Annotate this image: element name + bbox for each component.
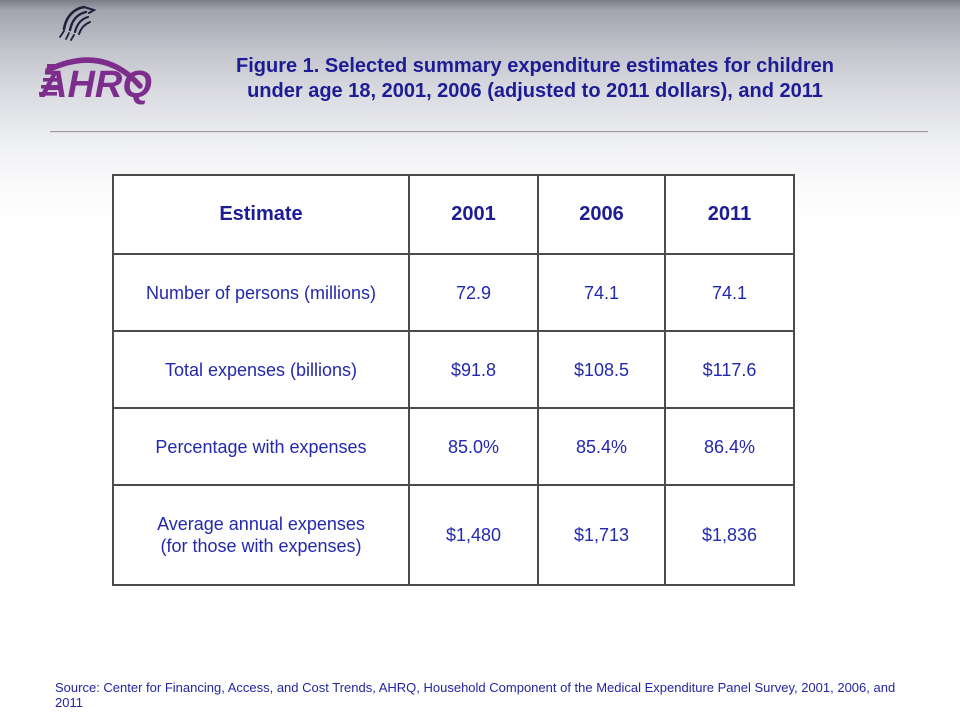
table-row-percentage-with-expenses: Percentage with expenses 85.0% 85.4% 86.… — [112, 407, 795, 486]
figure-title-line1: Figure 1. Selected summary expenditure e… — [236, 55, 834, 77]
ahrq-speed-stripes — [39, 64, 61, 96]
title-divider — [50, 131, 928, 133]
cell-value: 72.9 — [408, 253, 539, 332]
column-header-2011: 2011 — [664, 174, 795, 255]
cell-value: $117.6 — [664, 330, 795, 409]
column-header-2006: 2006 — [537, 174, 666, 255]
cell-value: $1,480 — [408, 484, 539, 586]
row-label-line1: Average annual expenses — [157, 514, 365, 534]
row-label: Percentage with expenses — [112, 407, 410, 486]
hhs-eagle-icon — [59, 5, 97, 41]
cell-value: 85.4% — [537, 407, 666, 486]
estimates-table: Estimate 2001 2006 2011 Number of person… — [112, 174, 795, 586]
row-label: Average annual expenses (for those with … — [112, 484, 410, 586]
cell-value: 74.1 — [664, 253, 795, 332]
table-row-total-expenses: Total expenses (billions) $91.8 $108.5 $… — [112, 330, 795, 409]
cell-value: $1,713 — [537, 484, 666, 586]
table-row-average-annual-expenses: Average annual expenses (for those with … — [112, 484, 795, 586]
table-header-row: Estimate 2001 2006 2011 — [112, 174, 795, 255]
cell-value: 86.4% — [664, 407, 795, 486]
row-label: Total expenses (billions) — [112, 330, 410, 409]
row-label: Number of persons (millions) — [112, 253, 410, 332]
figure-title: Figure 1. Selected summary expenditure e… — [140, 54, 930, 104]
ahrq-logo: AHRQ — [39, 5, 152, 106]
cell-value: 85.0% — [408, 407, 539, 486]
source-note: Source: Center for Financing, Access, an… — [55, 680, 896, 710]
column-header-2001: 2001 — [408, 174, 539, 255]
cell-value: $91.8 — [408, 330, 539, 409]
row-label-line2: (for those with expenses) — [160, 536, 362, 556]
table-row-number-of-persons: Number of persons (millions) 72.9 74.1 7… — [112, 253, 795, 332]
ahrq-wordmark: AHRQ — [39, 64, 152, 106]
column-header-estimate: Estimate — [112, 174, 410, 255]
cell-value: 74.1 — [537, 253, 666, 332]
cell-value: $108.5 — [537, 330, 666, 409]
cell-value: $1,836 — [664, 484, 795, 586]
figure-title-line2: under age 18, 2001, 2006 (adjusted to 20… — [247, 80, 823, 102]
